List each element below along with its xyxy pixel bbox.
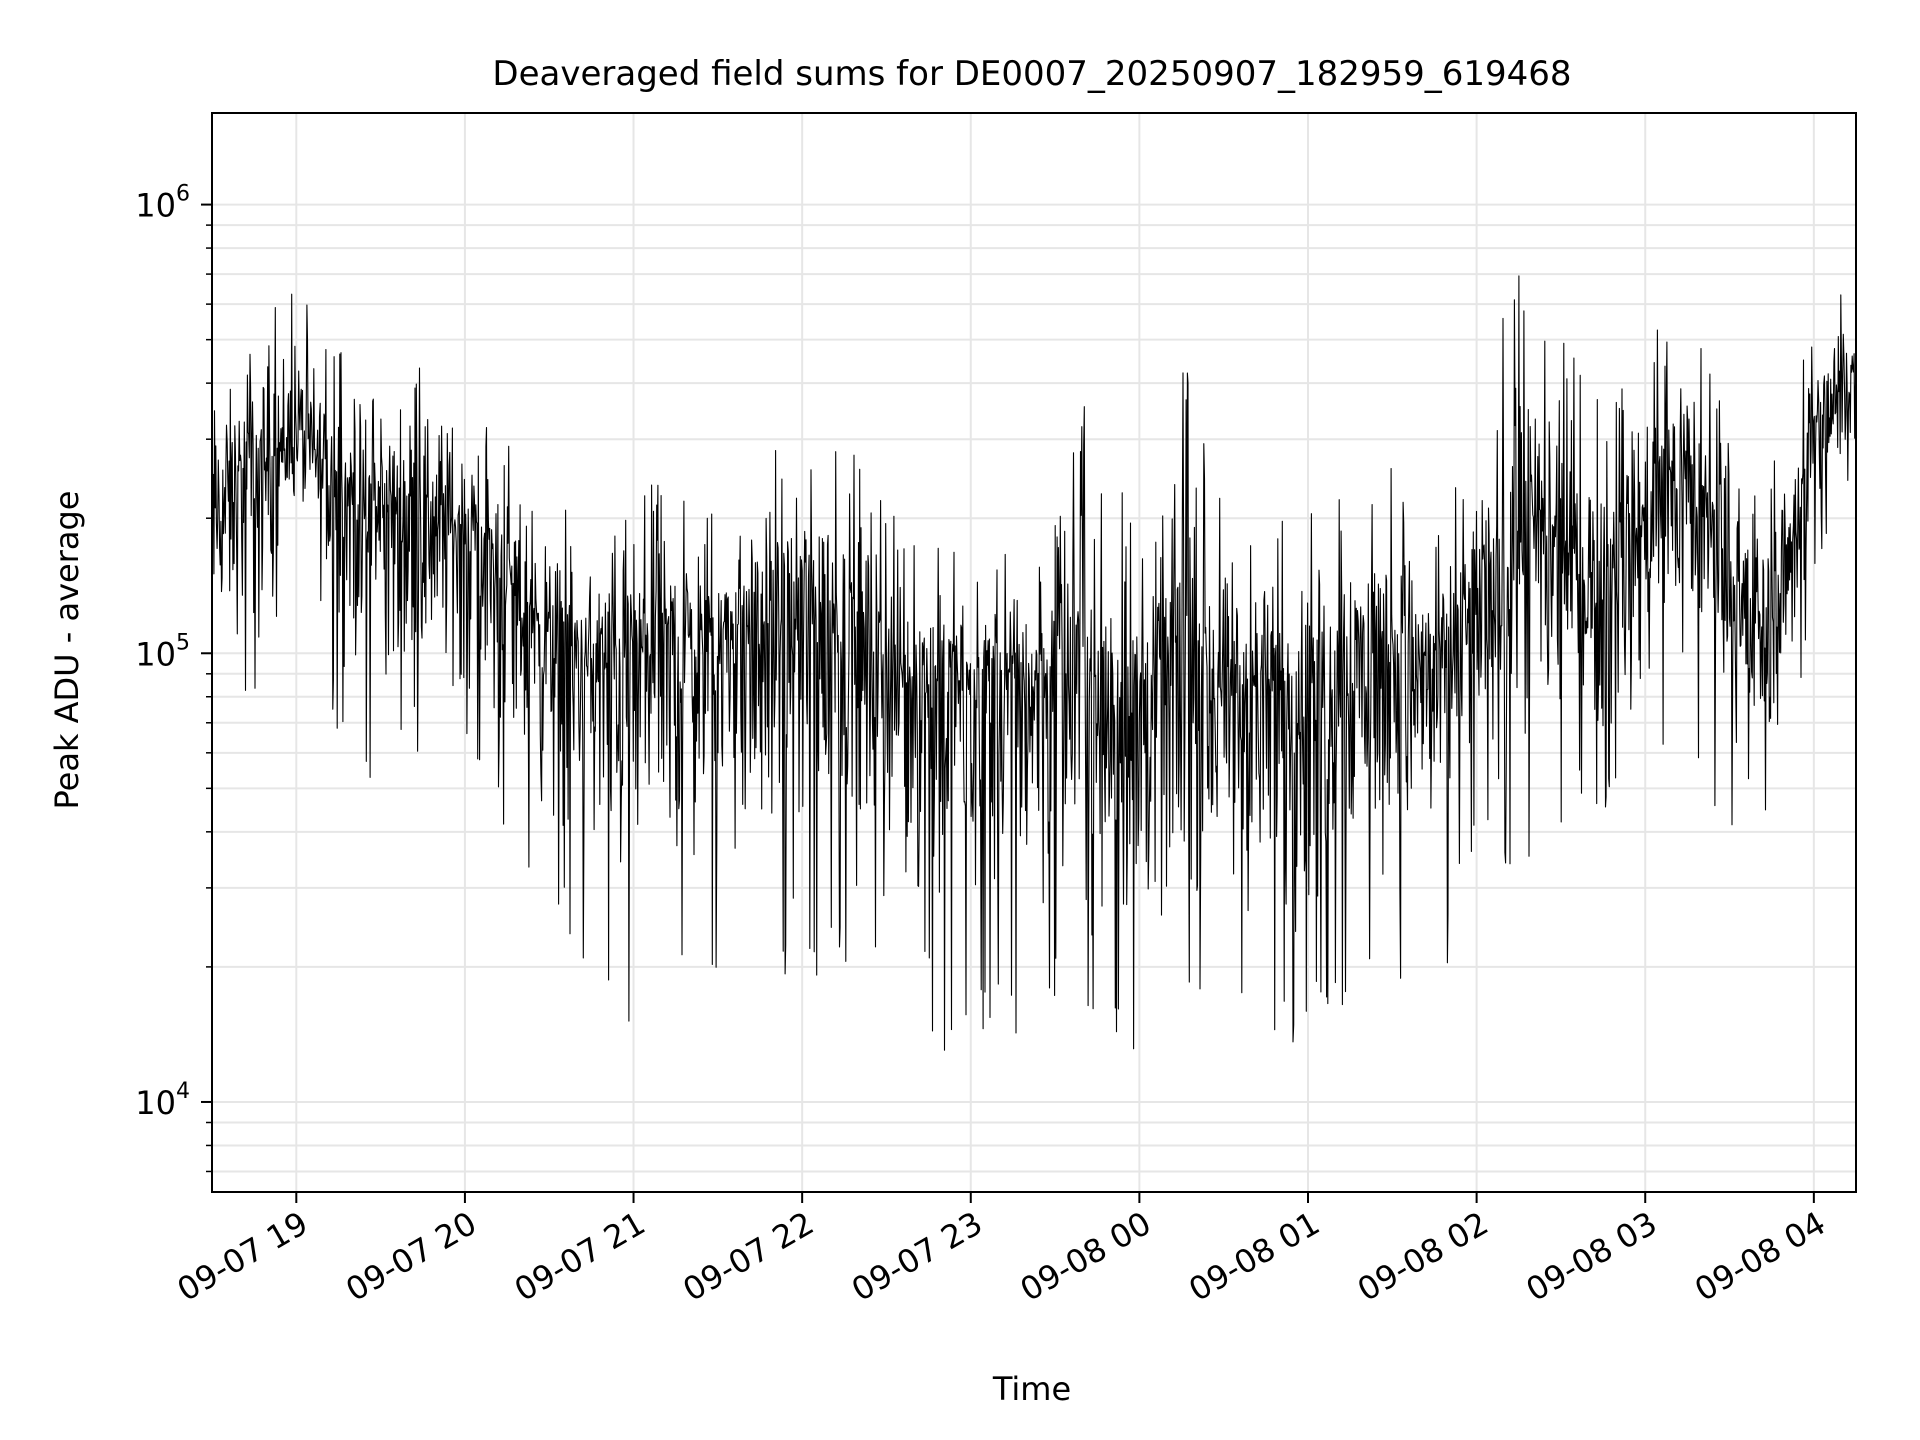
series-group xyxy=(211,275,1857,1051)
x-axis-label: Time xyxy=(992,1370,1071,1408)
y-axis-label: Peak ADU - average xyxy=(48,491,86,810)
y-tick-label: 106 xyxy=(135,182,190,225)
x-tick-label: 09-08 03 xyxy=(1520,1204,1664,1309)
x-tick-label: 09-08 00 xyxy=(1014,1204,1158,1309)
x-tick-label: 09-08 01 xyxy=(1182,1204,1326,1309)
x-tick-label: 09-07 20 xyxy=(339,1204,483,1309)
y-tick-label: 105 xyxy=(135,630,190,673)
x-tick-label: 09-08 04 xyxy=(1688,1204,1832,1309)
y-tick-label: 104 xyxy=(135,1079,190,1122)
x-tick-label: 09-08 02 xyxy=(1351,1204,1495,1309)
x-tick-label: 09-07 21 xyxy=(508,1204,652,1309)
x-tick-label: 09-07 23 xyxy=(845,1204,989,1309)
x-tick-label: 09-07 19 xyxy=(171,1204,315,1309)
series-line xyxy=(211,275,1857,1051)
x-tick-label: 09-07 22 xyxy=(677,1204,821,1309)
chart-title: Deaveraged field sums for DE0007_2025090… xyxy=(492,54,1571,94)
